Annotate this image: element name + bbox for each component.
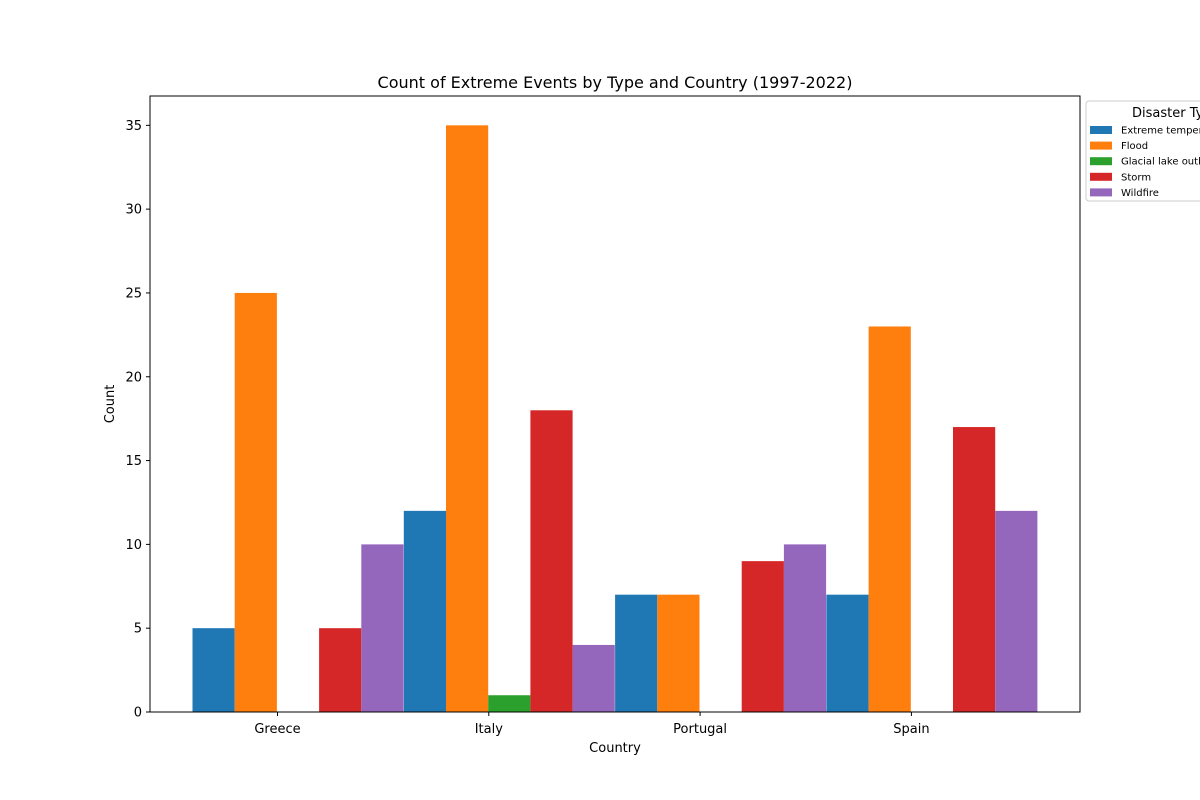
bar-portugal-wildfire — [783, 544, 827, 712]
bar-greece-wildfire — [361, 544, 404, 712]
bar-italy-extreme-temperature — [403, 510, 446, 712]
bar-italy-storm — [530, 410, 573, 712]
bars-group — [192, 125, 1038, 712]
bar-portugal-extreme-temperature — [615, 594, 658, 712]
legend-swatch — [1090, 188, 1112, 197]
y-tick-label: 20 — [125, 370, 142, 385]
bar-spain-flood — [868, 326, 911, 712]
legend-label: Flood — [1121, 141, 1148, 152]
bar-greece-storm — [319, 628, 362, 712]
legend-swatch — [1090, 157, 1112, 166]
legend: Disaster Type Extreme temperature Flood Gla… — [1085, 100, 1200, 202]
legend-label: Storm — [1121, 172, 1151, 183]
y-tick-label: 15 — [125, 454, 142, 469]
y-tick-label: 5 — [134, 622, 142, 637]
bar-italy-glacial-lake-outburst-flood — [488, 695, 531, 712]
bar-italy-wildfire — [572, 644, 615, 712]
x-axis: Greece Italy Portugal Spain — [254, 712, 930, 737]
bar-greece-extreme-temperature — [192, 628, 235, 712]
bar-spain-wildfire — [995, 510, 1038, 712]
y-tick-label: 25 — [125, 286, 142, 301]
plot-frame — [149, 95, 1081, 713]
chart-title: Count of Extreme Events by Type and Coun… — [378, 73, 853, 92]
legend-label: Glacial lake outburst flood — [1121, 157, 1200, 168]
x-tick-label: Greece — [254, 722, 300, 737]
legend-frame — [1085, 100, 1200, 202]
bar-spain-storm — [953, 427, 996, 712]
x-axis-title: Country — [589, 741, 641, 756]
y-tick-label: 30 — [125, 203, 142, 218]
legend-swatch — [1090, 172, 1112, 181]
y-tick-label: 10 — [125, 538, 142, 553]
y-tick-label: 0 — [134, 706, 142, 721]
legend-swatch — [1090, 141, 1112, 150]
x-tick-label: Italy — [475, 722, 504, 737]
y-axis: 0 5 10 15 20 25 30 35 — [125, 119, 150, 721]
bar-portugal-storm — [741, 561, 784, 712]
bar-italy-flood — [446, 125, 489, 712]
legend-label: Extreme temperature — [1121, 126, 1200, 137]
legend-label: Wildfire — [1121, 188, 1159, 199]
legend-title: Disaster Type — [1132, 106, 1200, 121]
y-tick-label: 35 — [125, 119, 142, 134]
bar-spain-extreme-temperature — [826, 594, 869, 712]
legend-swatch — [1090, 126, 1112, 134]
bar-portugal-flood — [657, 594, 700, 712]
y-axis-title: Count — [103, 385, 118, 424]
x-tick-label: Spain — [893, 722, 929, 737]
x-tick-label: Portugal — [673, 722, 727, 737]
bar-greece-flood — [234, 292, 277, 712]
